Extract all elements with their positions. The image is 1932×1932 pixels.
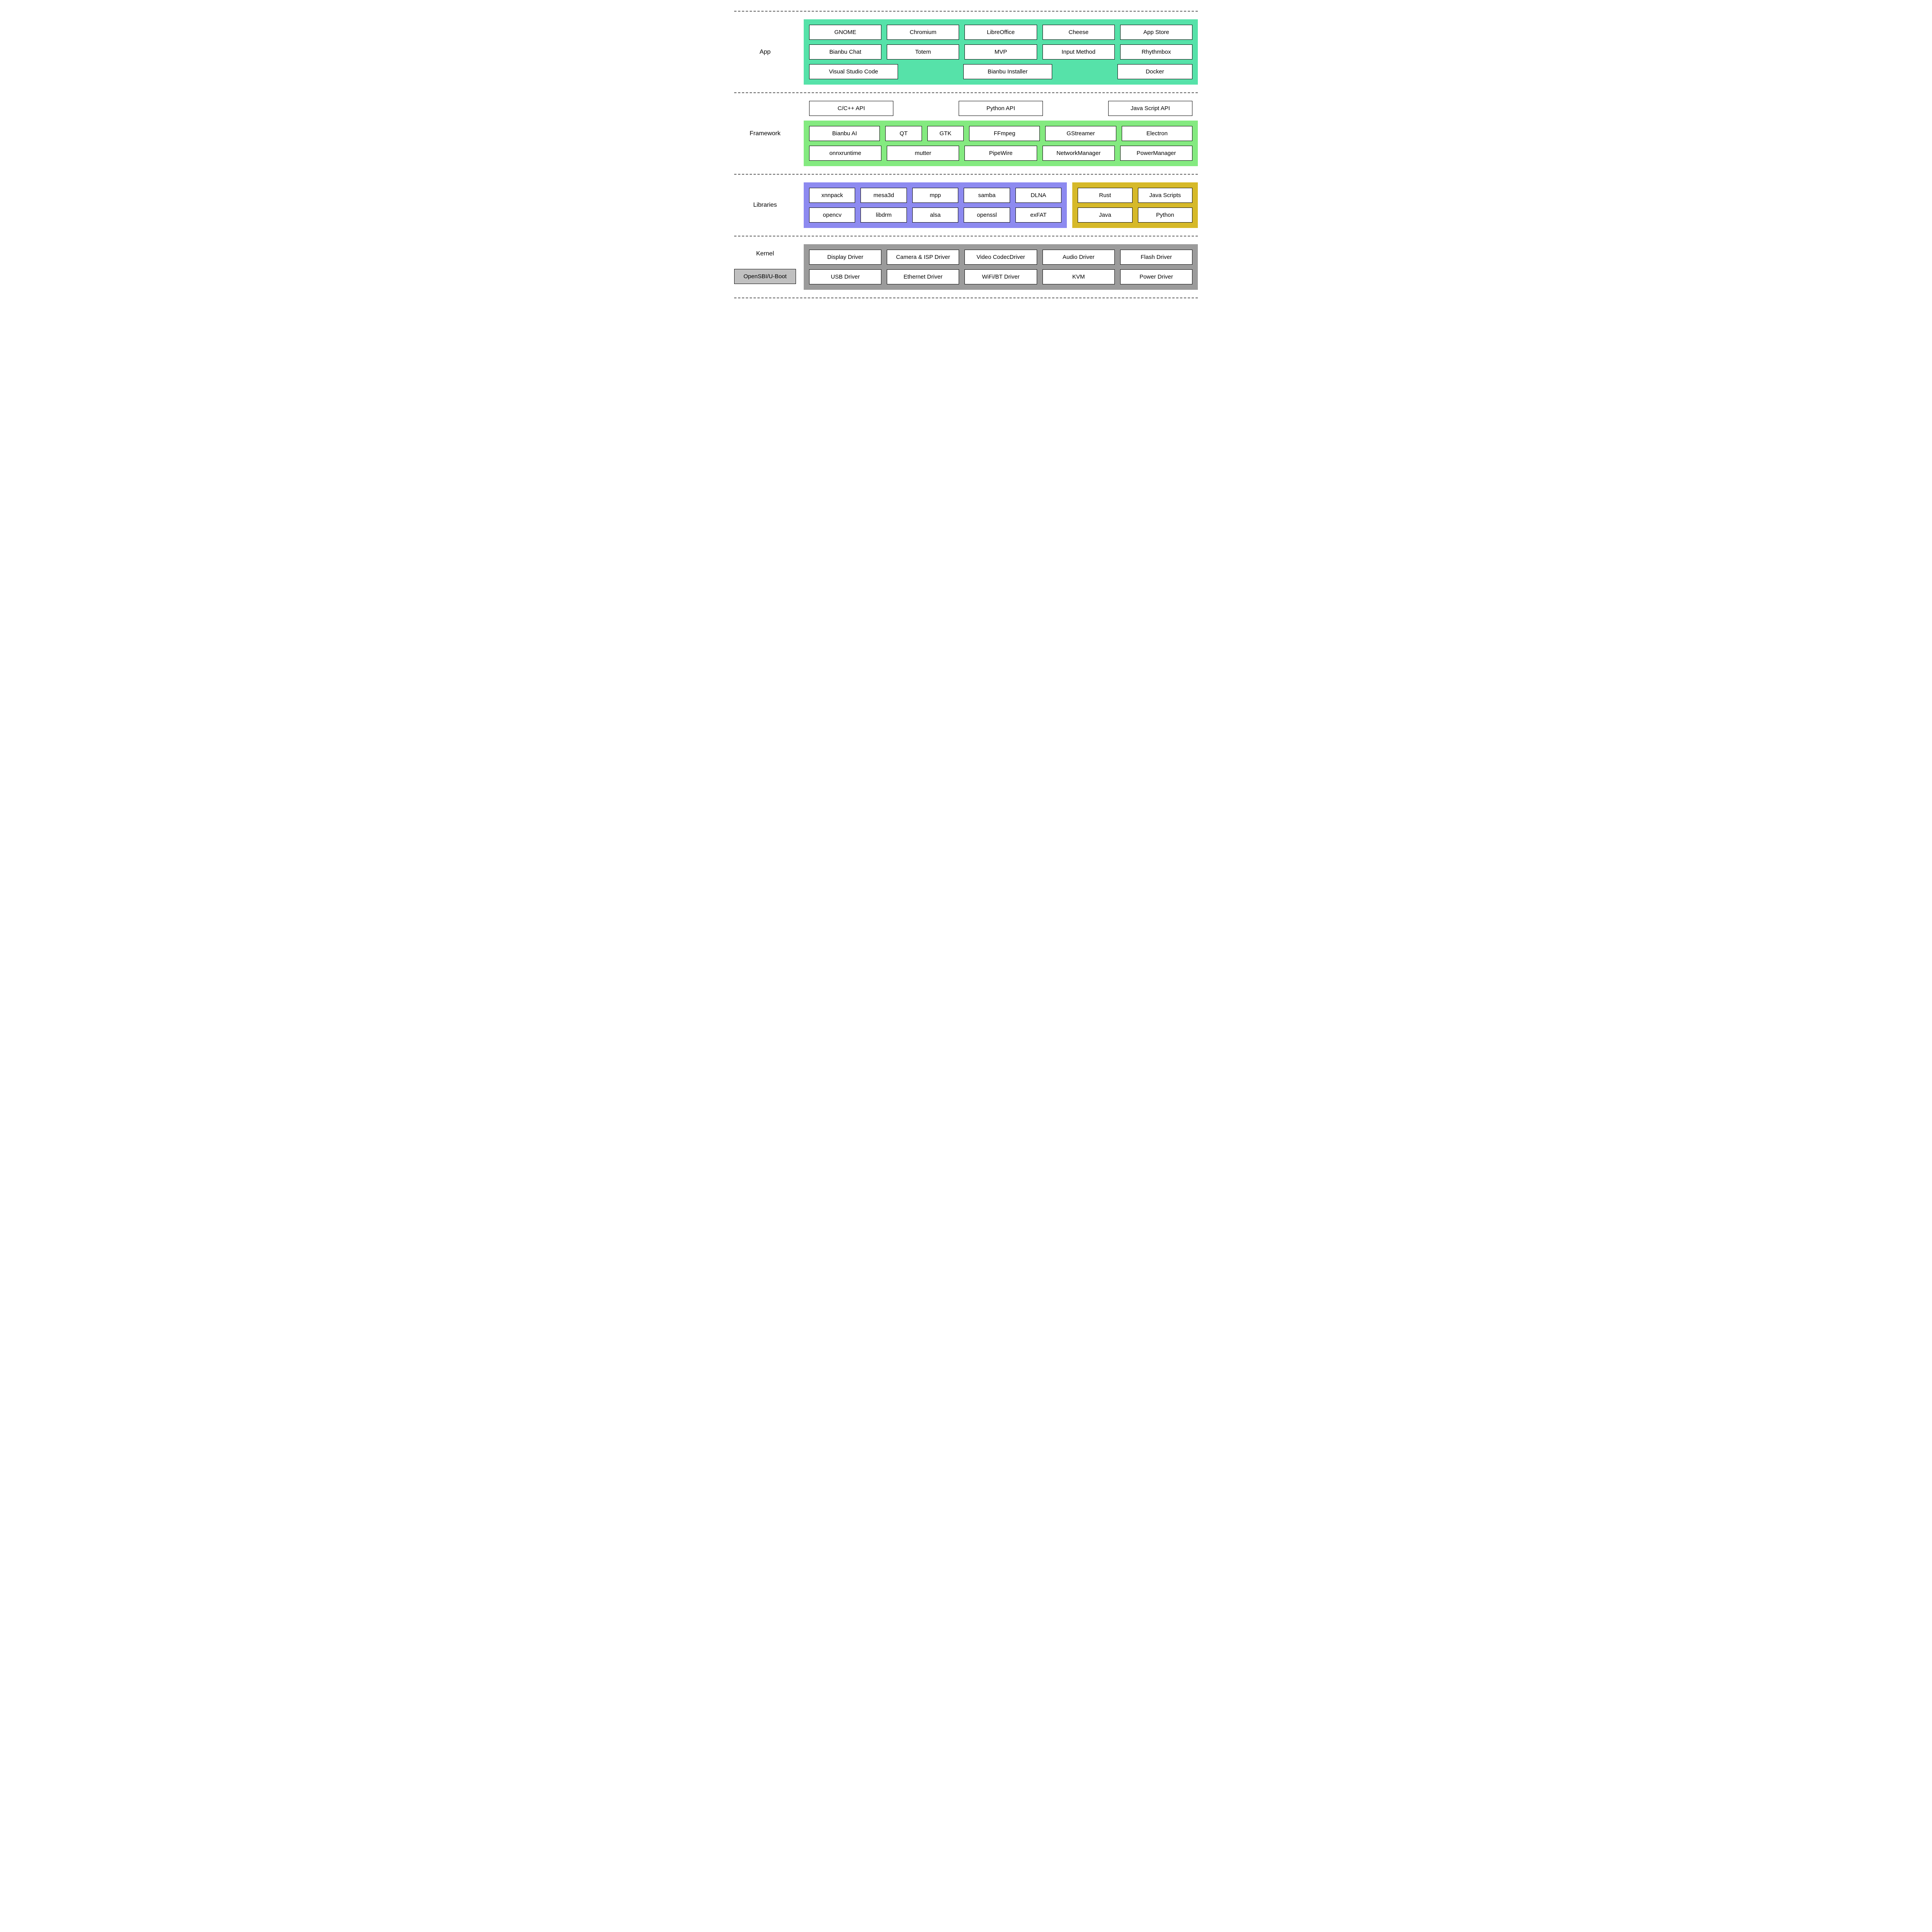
uboot-box: OpenSBI/U-Boot (734, 269, 796, 284)
layer-label-kernel: Kernel (756, 250, 774, 257)
lib-left-panel: xnnpack mesa3d mpp samba DLNA opencv lib… (804, 182, 1067, 228)
app-box: App Store (1120, 25, 1192, 40)
spacer (1058, 64, 1112, 79)
divider (734, 11, 1198, 12)
layer-app: App GNOME Chromium LibreOffice Cheese Ap… (734, 15, 1198, 89)
layer-content-app: GNOME Chromium LibreOffice Cheese App St… (804, 19, 1198, 85)
lang-box: Java (1078, 207, 1132, 223)
lib-box: opencv (809, 207, 855, 223)
layer-content-libraries: xnnpack mesa3d mpp samba DLNA opencv lib… (804, 182, 1198, 228)
layer-label-col: Libraries (734, 202, 796, 209)
lib-box: libdrm (861, 207, 906, 223)
kernel-box: WiFi/BT Driver (964, 269, 1037, 284)
fw-box: QT (885, 126, 922, 141)
kernel-box: Camera & ISP Driver (887, 250, 959, 265)
api-box: C/C++ API (809, 101, 893, 116)
lib-box: samba (964, 188, 1010, 203)
app-box: Bianbu Chat (809, 44, 881, 60)
app-box: Totem (887, 44, 959, 60)
lang-box: Java Scripts (1138, 188, 1192, 203)
kernel-row-0: Display Driver Camera & ISP Driver Video… (809, 250, 1192, 265)
app-box: Visual Studio Code (809, 64, 898, 79)
layer-label-app: App (760, 49, 770, 56)
app-box: Input Method (1043, 44, 1115, 60)
fw-box: GTK (927, 126, 964, 141)
app-box: LibreOffice (964, 25, 1037, 40)
lib-split: xnnpack mesa3d mpp samba DLNA opencv lib… (804, 182, 1198, 228)
lang-box: Python (1138, 207, 1192, 223)
fw-box: Electron (1122, 126, 1192, 141)
divider (734, 174, 1198, 175)
kernel-box: Ethernet Driver (887, 269, 959, 284)
api-box: Python API (959, 101, 1043, 116)
lib-row-0: xnnpack mesa3d mpp samba DLNA (809, 188, 1061, 203)
framework-row-0: Bianbu AI QT GTK FFmpeg GStreamer Electr… (809, 126, 1192, 141)
architecture-diagram: App GNOME Chromium LibreOffice Cheese Ap… (734, 11, 1198, 298)
fw-box: NetworkManager (1043, 146, 1115, 161)
kernel-box: KVM (1043, 269, 1115, 284)
lib-box: mpp (912, 188, 958, 203)
kernel-panel: Display Driver Camera & ISP Driver Video… (804, 244, 1198, 290)
layer-kernel: Kernel OpenSBI/U-Boot Display Driver Cam… (734, 240, 1198, 294)
framework-row-1: onnxruntime mutter PipeWire NetworkManag… (809, 146, 1192, 161)
lang-row-1: Java Python (1078, 207, 1192, 223)
framework-panel: Bianbu AI QT GTK FFmpeg GStreamer Electr… (804, 121, 1198, 166)
app-box: GNOME (809, 25, 881, 40)
kernel-box: USB Driver (809, 269, 881, 284)
lib-box: alsa (912, 207, 958, 223)
spacer (903, 64, 958, 79)
spacer (1048, 101, 1103, 116)
app-row-1: Bianbu Chat Totem MVP Input Method Rhyth… (809, 44, 1192, 60)
fw-box: GStreamer (1045, 126, 1116, 141)
layer-label-col: Kernel OpenSBI/U-Boot (734, 250, 796, 284)
app-box: Cheese (1043, 25, 1115, 40)
app-box: Chromium (887, 25, 959, 40)
spacer (899, 101, 953, 116)
fw-box: FFmpeg (969, 126, 1040, 141)
layer-framework: Framework C/C++ API Python API Java Scri… (734, 96, 1198, 171)
lib-box: DLNA (1015, 188, 1061, 203)
app-row-0: GNOME Chromium LibreOffice Cheese App St… (809, 25, 1192, 40)
kernel-box: Flash Driver (1120, 250, 1192, 265)
lib-right-panel: Rust Java Scripts Java Python (1072, 182, 1198, 228)
kernel-row-1: USB Driver Ethernet Driver WiFi/BT Drive… (809, 269, 1192, 284)
fw-box: PowerManager (1120, 146, 1192, 161)
app-row-2: Visual Studio Code Bianbu Installer Dock… (809, 64, 1192, 79)
layer-libraries: Libraries xnnpack mesa3d mpp samba DLNA … (734, 178, 1198, 233)
fw-box: Bianbu AI (809, 126, 880, 141)
lib-row-1: opencv libdrm alsa openssl exFAT (809, 207, 1061, 223)
app-box: Docker (1117, 64, 1192, 79)
app-box: Bianbu Installer (963, 64, 1052, 79)
lib-box: openssl (964, 207, 1010, 223)
app-box: MVP (964, 44, 1037, 60)
layer-label-framework: Framework (750, 130, 781, 137)
lib-box: exFAT (1015, 207, 1061, 223)
api-box: Java Script API (1108, 101, 1192, 116)
fw-box: onnxruntime (809, 146, 881, 161)
kernel-box: Video CodecDriver (964, 250, 1037, 265)
app-box: Rhythmbox (1120, 44, 1192, 60)
layer-label-col: App (734, 49, 796, 56)
fw-box: mutter (887, 146, 959, 161)
divider (734, 92, 1198, 93)
framework-api-row: C/C++ API Python API Java Script API (804, 101, 1198, 116)
lib-box: mesa3d (861, 188, 906, 203)
lang-box: Rust (1078, 188, 1132, 203)
layer-content-kernel: Display Driver Camera & ISP Driver Video… (804, 244, 1198, 290)
layer-content-framework: C/C++ API Python API Java Script API Bia… (804, 101, 1198, 166)
lang-row-0: Rust Java Scripts (1078, 188, 1192, 203)
kernel-box: Power Driver (1120, 269, 1192, 284)
layer-label-libraries: Libraries (753, 202, 777, 209)
lib-box: xnnpack (809, 188, 855, 203)
fw-box: PipeWire (964, 146, 1037, 161)
kernel-box: Display Driver (809, 250, 881, 265)
layer-label-col: Framework (734, 130, 796, 137)
kernel-box: Audio Driver (1043, 250, 1115, 265)
app-panel: GNOME Chromium LibreOffice Cheese App St… (804, 19, 1198, 85)
